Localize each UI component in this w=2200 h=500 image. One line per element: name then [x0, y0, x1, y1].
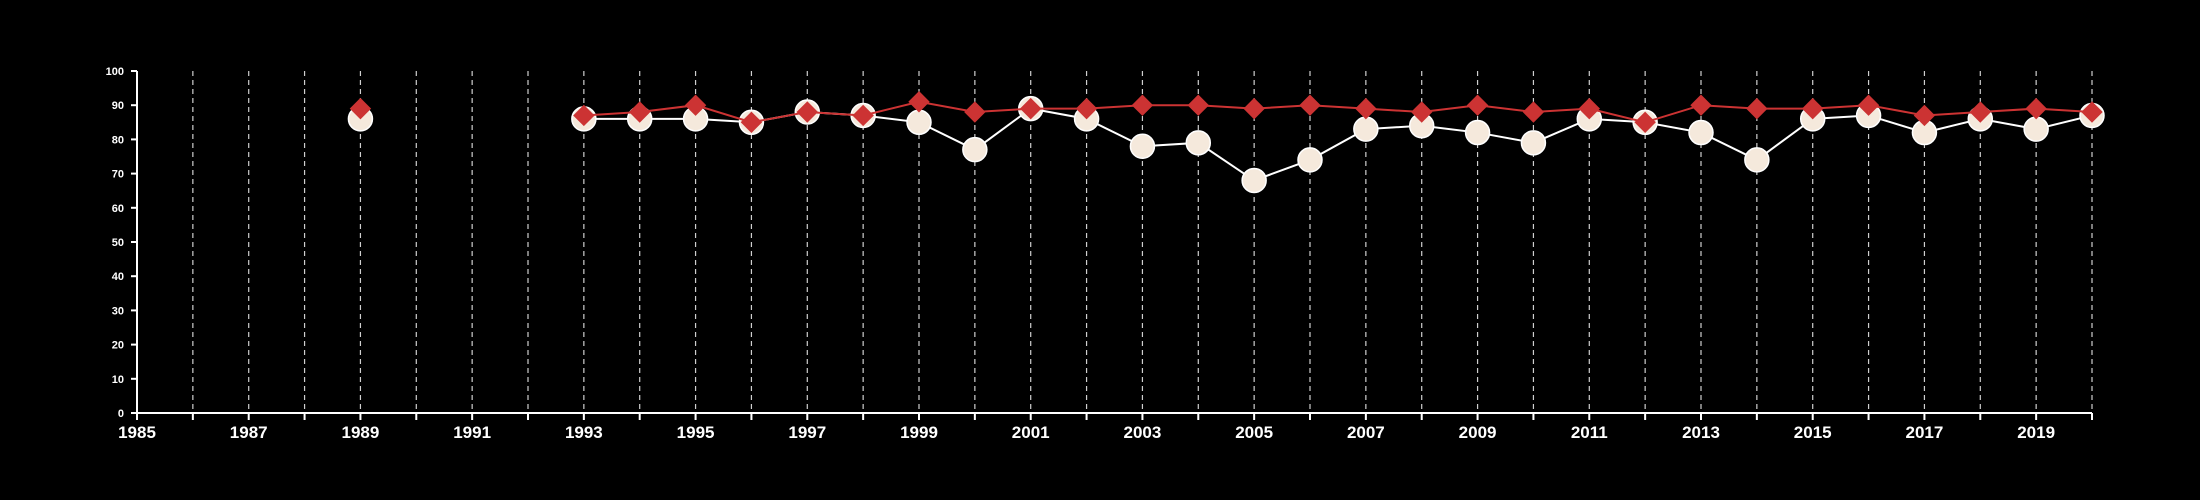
x-tick-label-1997: 1997 [788, 423, 826, 442]
point-diamond-1993 [573, 104, 595, 127]
point-circle-2007 [1353, 116, 1379, 142]
x-tick-label-2005: 2005 [1235, 423, 1273, 442]
y-tick-label-0: 0 [118, 408, 124, 420]
x-tick-label-2015: 2015 [1794, 423, 1832, 442]
series-diamond [349, 91, 2103, 134]
point-diamond-1999 [908, 91, 930, 113]
series-group [347, 91, 2105, 194]
x-tick-label-2013: 2013 [1682, 423, 1720, 442]
point-diamond-2002 [1075, 97, 1098, 120]
y-tick-label-90: 90 [112, 100, 124, 112]
x-tick-label-2017: 2017 [1906, 423, 1944, 442]
point-circle-2014 [1744, 147, 1770, 173]
point-diamond-2011 [1578, 97, 1600, 120]
x-tick-label-1993: 1993 [565, 423, 603, 442]
y-tick-label-70: 70 [112, 169, 124, 181]
point-circle-2004 [1185, 130, 1212, 156]
point-circle-2010 [1520, 130, 1547, 156]
x-tick-label-2009: 2009 [1459, 423, 1497, 442]
x-tick-label-1987: 1987 [230, 423, 268, 442]
point-diamond-2014 [1746, 97, 1768, 120]
x-tick-label-2019: 2019 [2017, 423, 2055, 442]
point-circle-2009 [1464, 119, 1491, 146]
point-diamond-2004 [1187, 94, 1209, 116]
point-diamond-1994 [629, 101, 651, 123]
point-diamond-2013 [1690, 94, 1712, 116]
x-tick-label-1989: 1989 [342, 423, 380, 442]
point-diamond-1997 [796, 101, 818, 123]
y-tick-label-60: 60 [112, 203, 124, 215]
point-diamond-2020 [2081, 101, 2103, 123]
point-diamond-2008 [1411, 101, 1433, 123]
point-diamond-1996 [740, 111, 763, 134]
point-circle-2013 [1688, 119, 1714, 146]
x-tick-label-2003: 2003 [1124, 423, 1162, 442]
y-tick-label-30: 30 [112, 305, 124, 317]
point-diamond-1989 [349, 97, 372, 120]
point-diamond-2000 [964, 101, 986, 123]
point-diamond-2005 [1243, 97, 1265, 120]
series-circle [347, 95, 2105, 194]
y-tick-label-20: 20 [112, 340, 124, 352]
y-tick-label-40: 40 [112, 271, 124, 283]
point-diamond-1998 [852, 104, 874, 127]
y-tick-label-50: 50 [112, 237, 124, 249]
point-diamond-2010 [1522, 101, 1545, 123]
point-diamond-2012 [1634, 111, 1656, 134]
x-tick-label-1991: 1991 [453, 423, 491, 442]
x-tick-label-2001: 2001 [1012, 423, 1050, 442]
x-tick-label-2011: 2011 [1571, 423, 1608, 442]
point-diamond-2019 [2025, 97, 2047, 120]
x-tick-label-2007: 2007 [1347, 423, 1385, 442]
point-diamond-2018 [1969, 101, 1991, 123]
point-diamond-2017 [1913, 104, 1936, 127]
x-tick-label-1999: 1999 [900, 423, 938, 442]
series-line-diamond-1 [583, 100, 2093, 124]
point-circle-2019 [2023, 116, 2049, 142]
point-circle-2000 [962, 136, 988, 163]
point-diamond-2001 [1020, 97, 1042, 120]
y-tick-label-100: 100 [106, 66, 124, 78]
point-diamond-2016 [1857, 94, 1880, 116]
point-circle-2006 [1297, 147, 1323, 173]
axes: 0 10 20 30 40 50 60 70 80 90 100 1985 1987 1989 1991 19… [106, 66, 2093, 442]
point-diamond-2015 [1802, 97, 1824, 120]
point-diamond-2009 [1466, 94, 1489, 116]
point-diamond-2003 [1131, 94, 1154, 116]
point-circle-2003 [1129, 133, 1156, 159]
point-diamond-2007 [1355, 97, 1377, 120]
x-tick-label-1995: 1995 [677, 423, 715, 442]
point-diamond-1995 [684, 94, 707, 116]
x-tick-label-1985: 1985 [118, 423, 156, 442]
point-circle-2005 [1241, 167, 1267, 194]
y-tick-label-80: 80 [112, 134, 124, 146]
point-diamond-2006 [1299, 94, 1321, 116]
y-tick-label-10: 10 [112, 374, 124, 386]
point-circle-1999 [906, 109, 932, 136]
